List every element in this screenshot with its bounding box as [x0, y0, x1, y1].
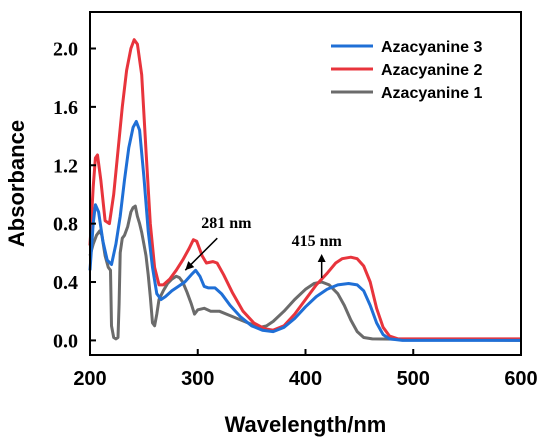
legend: Azacyanine 3 Azacyanine 2 Azacyanine 1 — [331, 39, 482, 102]
y-tick-label: 1.2 — [53, 155, 78, 177]
series-line-azacyanine-1 — [88, 204, 522, 342]
y-tick-label: 0.0 — [53, 330, 78, 352]
x-tick-label: 600 — [504, 368, 537, 390]
x-tick-label: 400 — [289, 368, 322, 390]
annotation-label: 281 nm — [201, 215, 252, 232]
ticks-layer: 200 300 400 500 600 0.0 0.4 0.8 1.2 1.6 2.0 — [53, 38, 538, 390]
x-tick-label: 500 — [397, 368, 430, 390]
y-tick-label: 2.0 — [53, 38, 78, 60]
legend-label: Azacyanine 2 — [381, 62, 482, 79]
legend-label: Azacyanine 3 — [381, 39, 482, 56]
annotation-label: 415 nm — [292, 233, 343, 250]
x-tick-label: 300 — [181, 368, 214, 390]
x-tick-label: 200 — [73, 368, 106, 390]
series-line-azacyanine-3 — [88, 120, 521, 342]
y-tick-label: 0.8 — [53, 214, 78, 236]
annotation-arrowhead — [317, 254, 326, 263]
y-axis-label: Absorbance — [4, 120, 29, 247]
y-tick-label: 0.4 — [53, 272, 78, 294]
annotation-layer: 281 nm 415 nm — [184, 215, 343, 279]
series-line-azacyanine-2 — [88, 38, 521, 341]
x-axis-label: Wavelength/nm — [225, 412, 387, 437]
y-tick-label: 1.6 — [53, 97, 78, 119]
annotation-arrowhead — [185, 261, 195, 271]
legend-label: Azacyanine 1 — [381, 85, 482, 102]
series-layer — [88, 38, 522, 342]
